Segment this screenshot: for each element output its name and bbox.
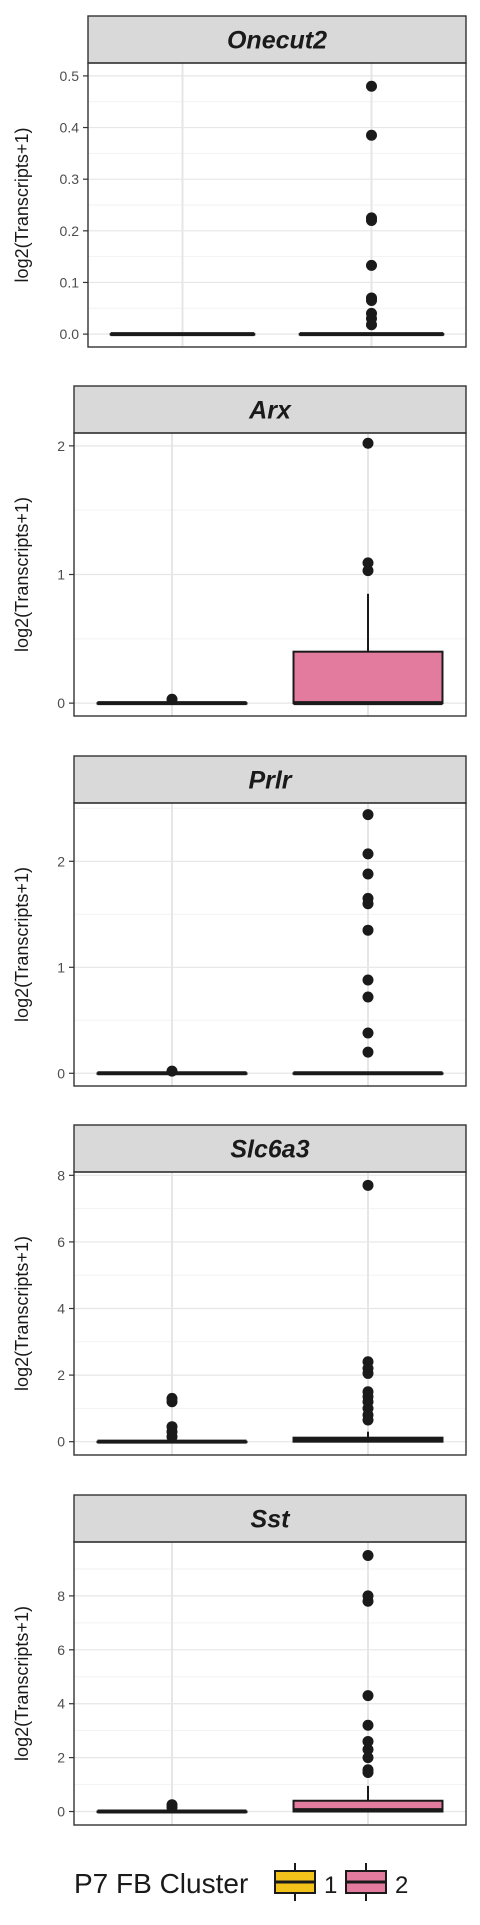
y-axis-label: log2(Transcripts+1) xyxy=(12,867,32,1022)
outlier-point xyxy=(166,1801,178,1813)
legend-item-label: 2 xyxy=(395,1872,408,1899)
y-tick-label: 2 xyxy=(57,1367,65,1383)
y-axis-label: log2(Transcripts+1) xyxy=(12,1236,32,1391)
outlier-point xyxy=(166,693,178,705)
y-tick-label: 8 xyxy=(57,1588,65,1604)
facet-title: Prlr xyxy=(248,767,292,795)
outlier-point xyxy=(362,809,374,821)
outlier-point xyxy=(362,1766,374,1778)
outlier-point xyxy=(166,1431,178,1443)
box-cluster-1 xyxy=(96,693,248,706)
y-tick-label: 0.4 xyxy=(60,120,80,136)
outlier-point xyxy=(166,1065,178,1077)
outlier-point xyxy=(166,1396,178,1408)
y-tick-label: 0.0 xyxy=(60,326,80,342)
y-axis-label: log2(Transcripts+1) xyxy=(12,1606,32,1761)
y-tick-label: 0 xyxy=(57,1434,65,1450)
facet-strip xyxy=(73,1494,467,1543)
box-cluster-2 xyxy=(292,1549,444,1813)
y-tick-label: 0.2 xyxy=(60,223,80,239)
y-tick-label: 6 xyxy=(57,1642,65,1658)
outlier-point xyxy=(362,868,374,880)
facet-strip xyxy=(73,755,467,804)
outlier-point xyxy=(362,1690,374,1702)
y-tick-label: 4 xyxy=(57,1301,65,1317)
outlier-point xyxy=(362,1179,374,1191)
legend-item-1: 1 xyxy=(274,1863,337,1901)
y-tick-label: 0 xyxy=(57,695,65,711)
outlier-point xyxy=(362,1027,374,1039)
y-tick-label: 0.3 xyxy=(60,171,80,187)
box-cluster-2 xyxy=(292,1179,444,1443)
box-cluster-2 xyxy=(292,437,444,706)
outlier-point xyxy=(362,974,374,986)
box-body xyxy=(292,650,444,705)
outlier-point xyxy=(362,1549,374,1561)
legend-item-2: 2 xyxy=(345,1863,408,1901)
outlier-point xyxy=(362,1046,374,1058)
box-cluster-2 xyxy=(292,809,444,1076)
y-tick-label: 0 xyxy=(57,1065,65,1081)
outlier-point xyxy=(362,924,374,936)
panel-onecut2: Onecut2 0.0 0.1 0.2 0.3 0.4 0.5 log2(Transcript… xyxy=(12,15,467,348)
panel-border xyxy=(73,1171,467,1456)
y-tick-label: 0.1 xyxy=(60,274,80,290)
outlier-point xyxy=(366,259,377,271)
facet-title: Sst xyxy=(251,1506,292,1534)
outlier-point xyxy=(362,437,374,449)
y-axis-label: log2(Transcripts+1) xyxy=(12,128,32,283)
outlier-point xyxy=(362,1719,374,1731)
box-cluster-1 xyxy=(96,1392,248,1444)
legend: P7 FB Cluster 1 2 xyxy=(74,1863,408,1901)
y-tick-label: 1 xyxy=(57,567,65,583)
y-tick-label: 2 xyxy=(57,1750,65,1766)
box-cluster-1 xyxy=(109,332,256,337)
panel-prlr: Prlr 0 1 2 log2(Transcripts+1) xyxy=(12,755,467,1087)
y-tick-label: 6 xyxy=(57,1234,65,1250)
outlier-point xyxy=(362,1414,374,1426)
outlier-point xyxy=(362,565,374,577)
panel-slc6a3: Slc6a3 0 2 4 6 8 log2(Transcripts+1) xyxy=(12,1124,467,1456)
outlier-point xyxy=(366,129,377,141)
outlier-point xyxy=(362,1367,374,1379)
facet-title: Onecut2 xyxy=(227,27,327,55)
outlier-point xyxy=(362,557,374,569)
box-cluster-1 xyxy=(96,1799,248,1814)
panel-sst: Sst 0 2 4 6 8 log2(Transcripts+1) xyxy=(12,1494,467,1826)
y-tick-label: 1 xyxy=(57,959,65,975)
panel-border xyxy=(87,62,467,348)
y-tick-label: 2 xyxy=(57,438,65,454)
panel-border xyxy=(73,1541,467,1826)
legend-item-label: 1 xyxy=(324,1872,337,1899)
y-axis-label: log2(Transcripts+1) xyxy=(12,497,32,652)
outlier-point xyxy=(362,1595,374,1607)
legend-title: P7 FB Cluster xyxy=(74,1868,248,1899)
outlier-point xyxy=(366,295,377,307)
outlier-point xyxy=(366,214,377,226)
panel-arx: Arx 0 1 2 log2(Transcripts+1) xyxy=(12,385,467,717)
y-tick-label: 0.5 xyxy=(60,68,80,84)
outlier-point xyxy=(366,80,377,92)
y-tick-label: 8 xyxy=(57,1167,65,1183)
facet-title: Arx xyxy=(248,397,292,425)
y-tick-label: 4 xyxy=(57,1696,65,1712)
outlier-point xyxy=(362,991,374,1003)
facet-strip xyxy=(87,15,467,64)
panel-border xyxy=(73,802,467,1087)
facet-strip xyxy=(73,385,467,434)
box-cluster-2 xyxy=(298,80,445,337)
facet-title: Slc6a3 xyxy=(230,1136,309,1164)
outlier-point xyxy=(362,1752,374,1764)
outlier-point xyxy=(362,1735,374,1747)
y-tick-label: 2 xyxy=(57,853,65,869)
outlier-point xyxy=(362,898,374,910)
outlier-point xyxy=(362,1744,374,1756)
box-cluster-1 xyxy=(96,1065,248,1077)
y-tick-label: 0 xyxy=(57,1804,65,1820)
outlier-point xyxy=(362,848,374,860)
facet-strip xyxy=(73,1124,467,1173)
outlier-point xyxy=(366,319,377,331)
